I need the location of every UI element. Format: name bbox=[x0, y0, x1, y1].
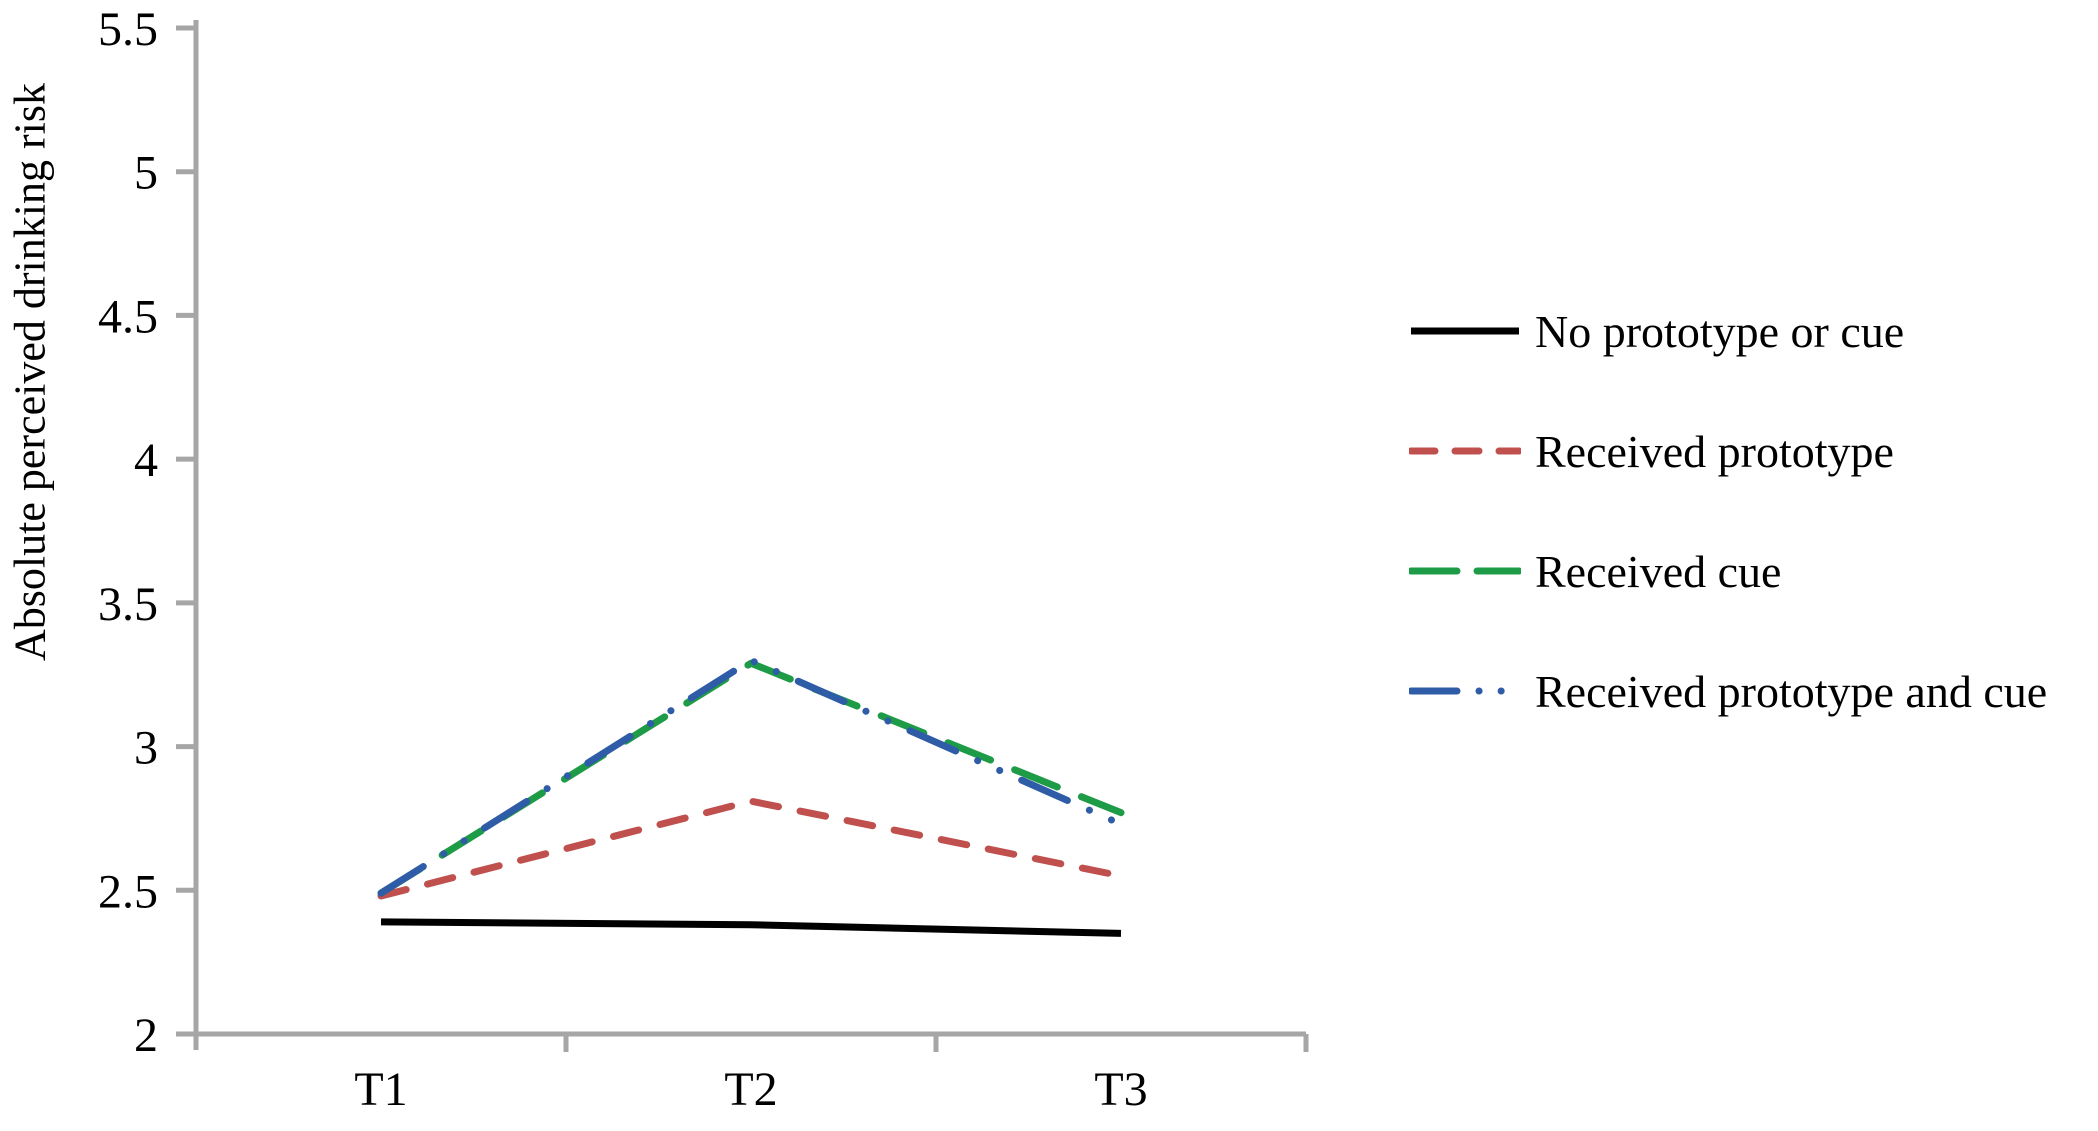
y-tick-label: 4 bbox=[134, 434, 158, 487]
legend-swatch-line bbox=[1409, 567, 1521, 575]
y-tick-label: 4.5 bbox=[98, 290, 158, 343]
y-tick-label: 3 bbox=[134, 722, 158, 775]
series-line-2 bbox=[377, 797, 1125, 900]
y-tick-label: 3.5 bbox=[98, 578, 158, 631]
legend-item-2: Received prototype bbox=[1409, 391, 2047, 511]
series-line-1 bbox=[380, 918, 1122, 937]
legend-label: Received cue bbox=[1535, 545, 1782, 597]
series-line-3 bbox=[377, 659, 1125, 897]
legend: No prototype or cue Received prototype Rec… bbox=[1409, 271, 2047, 751]
series-line-4 bbox=[377, 656, 1125, 897]
y-axis-title: Absolute perceived drinking risk bbox=[5, 83, 55, 661]
legend-swatch-line bbox=[1409, 687, 1521, 695]
legend-swatch-line bbox=[1411, 327, 1519, 335]
x-tick-label: T3 bbox=[1094, 1063, 1147, 1116]
legend-swatch-line bbox=[1409, 447, 1521, 455]
legend-item-1: No prototype or cue bbox=[1409, 271, 2047, 391]
y-tick-label: 2 bbox=[134, 1009, 158, 1062]
legend-label: Received prototype and cue bbox=[1535, 665, 2048, 717]
legend-label: Received prototype bbox=[1535, 425, 1894, 477]
y-tick-label: 2.5 bbox=[98, 865, 158, 918]
x-tick-label: T1 bbox=[354, 1063, 407, 1116]
legend-label: No prototype or cue bbox=[1535, 305, 1905, 357]
y-tick-label: 5.5 bbox=[98, 3, 158, 56]
y-tick-label: 5 bbox=[134, 147, 158, 200]
x-tick-label: T2 bbox=[724, 1063, 777, 1116]
legend-item-3: Received cue bbox=[1409, 511, 2047, 631]
legend-item-4: Received prototype and cue bbox=[1409, 631, 2047, 751]
